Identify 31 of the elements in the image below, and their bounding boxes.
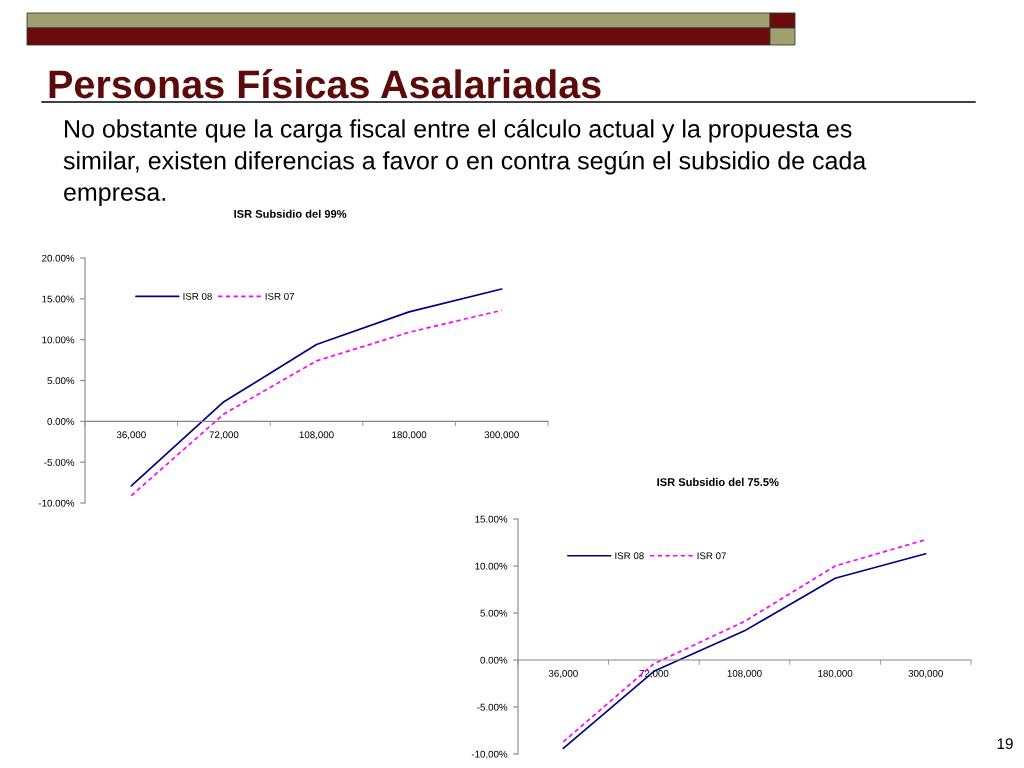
y-tick-label: 20.00% bbox=[42, 254, 75, 262]
x-tick-label: 300,000 bbox=[908, 669, 943, 679]
text: No obstante que la carga fiscal entre el cálculo actual y la propuesta es similar, existen diferencias a favor o en contra según el subsidio de cada empresa. bbox=[63, 119, 867, 206]
x-tick-label: 36,000 bbox=[548, 669, 578, 679]
y-tick-label: 0.00% bbox=[480, 656, 508, 664]
y-tick-label: 10.00% bbox=[475, 562, 508, 570]
y-tick-label: 0.00% bbox=[47, 418, 75, 425]
legend-label: ISR 07 bbox=[265, 292, 295, 300]
y-tick-label: -5.00% bbox=[44, 458, 75, 466]
x-tick-label: 108,000 bbox=[299, 431, 334, 440]
x-tick-label: 108,000 bbox=[727, 669, 762, 679]
legend-label: ISR 08 bbox=[615, 552, 644, 560]
y-tick-label: 5.00% bbox=[47, 377, 75, 385]
text: Personas Físicas Asalariadas bbox=[49, 68, 601, 99]
x-tick-label: 36,000 bbox=[116, 431, 146, 440]
text: 19 bbox=[997, 738, 1013, 750]
x-tick-label: 180,000 bbox=[392, 431, 427, 440]
y-tick-label: -10.00% bbox=[38, 499, 75, 507]
y-tick-label: -5.00% bbox=[477, 703, 508, 711]
chart-title: ISR Subsidio del 75.5% bbox=[657, 477, 779, 487]
x-tick-label: 300,000 bbox=[484, 431, 519, 440]
chart-title: ISR Subsidio del 99% bbox=[234, 209, 347, 218]
y-tick-label: 15.00% bbox=[475, 515, 508, 523]
x-tick-label: 72,000 bbox=[209, 431, 239, 440]
y-tick-label: 10.00% bbox=[42, 336, 75, 344]
y-tick-label: 15.00% bbox=[42, 295, 75, 303]
legend-label: ISR 08 bbox=[183, 292, 212, 300]
x-tick-label: 180,000 bbox=[818, 669, 853, 679]
y-tick-label: -10.00% bbox=[471, 750, 508, 758]
legend-label: ISR 07 bbox=[697, 552, 726, 560]
y-tick-label: 5.00% bbox=[480, 609, 508, 617]
